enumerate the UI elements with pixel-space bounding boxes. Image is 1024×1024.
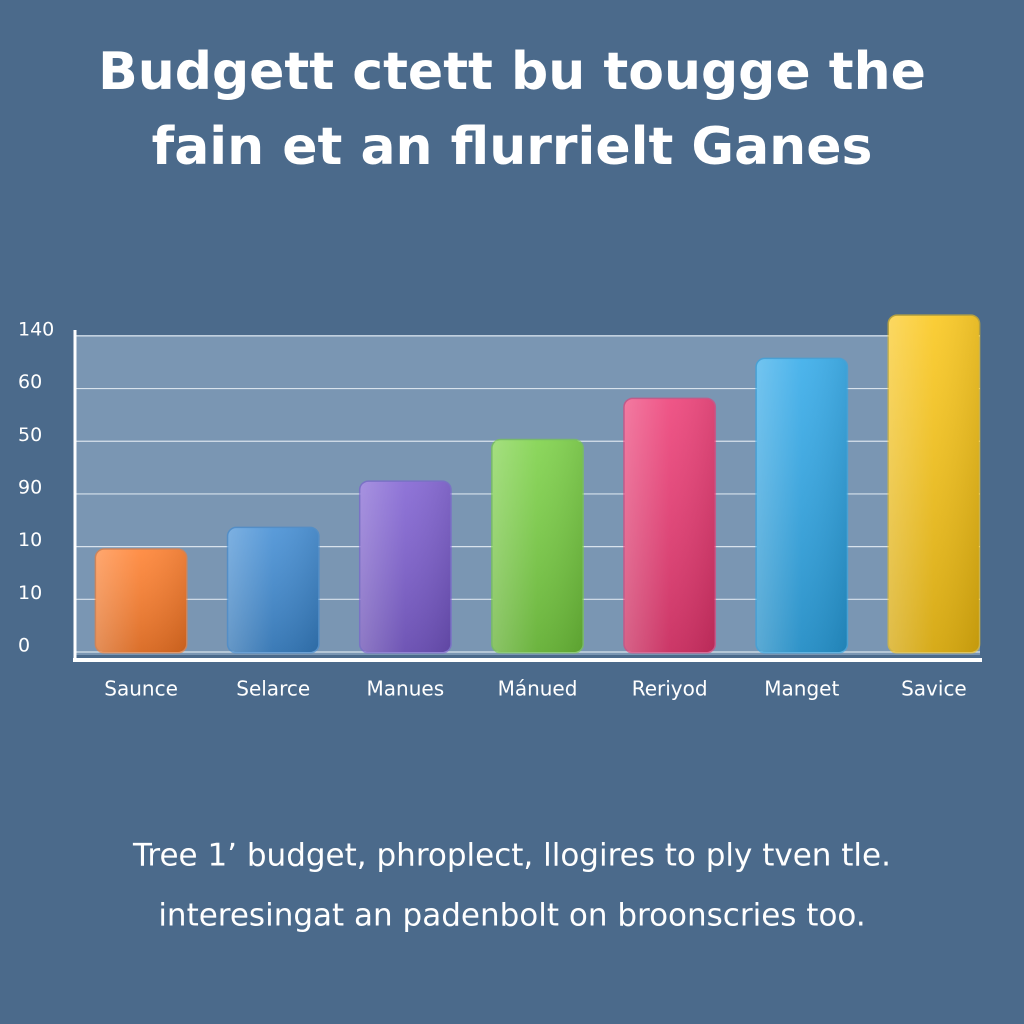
y-tick-label: 90 xyxy=(18,476,42,498)
bar-shine xyxy=(492,440,583,652)
x-tick-label: Reriyod xyxy=(632,677,708,701)
caption: interesingat an padenbolt on broonscries… xyxy=(158,898,865,934)
y-tick-label: 10 xyxy=(18,529,42,551)
bar-shine xyxy=(360,481,451,652)
x-tick-label: Mánued xyxy=(498,677,578,701)
chart-title: Budgett ctett bu tougge the xyxy=(98,42,926,102)
bars xyxy=(94,314,981,654)
x-tick-label: Saunce xyxy=(104,677,178,701)
bar-shine xyxy=(756,359,847,652)
y-tick-label: 140 xyxy=(18,318,54,340)
chart-title: fain et an flurrielt Ganes xyxy=(152,117,873,177)
x-tick-label: Manget xyxy=(764,677,839,701)
x-tick-label: Savice xyxy=(901,677,967,701)
y-tick-label: 60 xyxy=(18,371,42,393)
x-tick-label: Manues xyxy=(367,677,445,701)
bar-shine xyxy=(889,315,979,652)
caption: Tree 1’ budget, phroplect, llogires to p… xyxy=(132,838,891,874)
bar-shine xyxy=(624,399,715,652)
y-tick-label: 0 xyxy=(18,635,30,657)
bar-shine xyxy=(96,549,186,652)
y-tick-label: 50 xyxy=(18,424,42,446)
x-tick-label: Selarce xyxy=(236,677,310,701)
bar-shine xyxy=(228,528,319,652)
y-tick-label: 10 xyxy=(18,582,42,604)
